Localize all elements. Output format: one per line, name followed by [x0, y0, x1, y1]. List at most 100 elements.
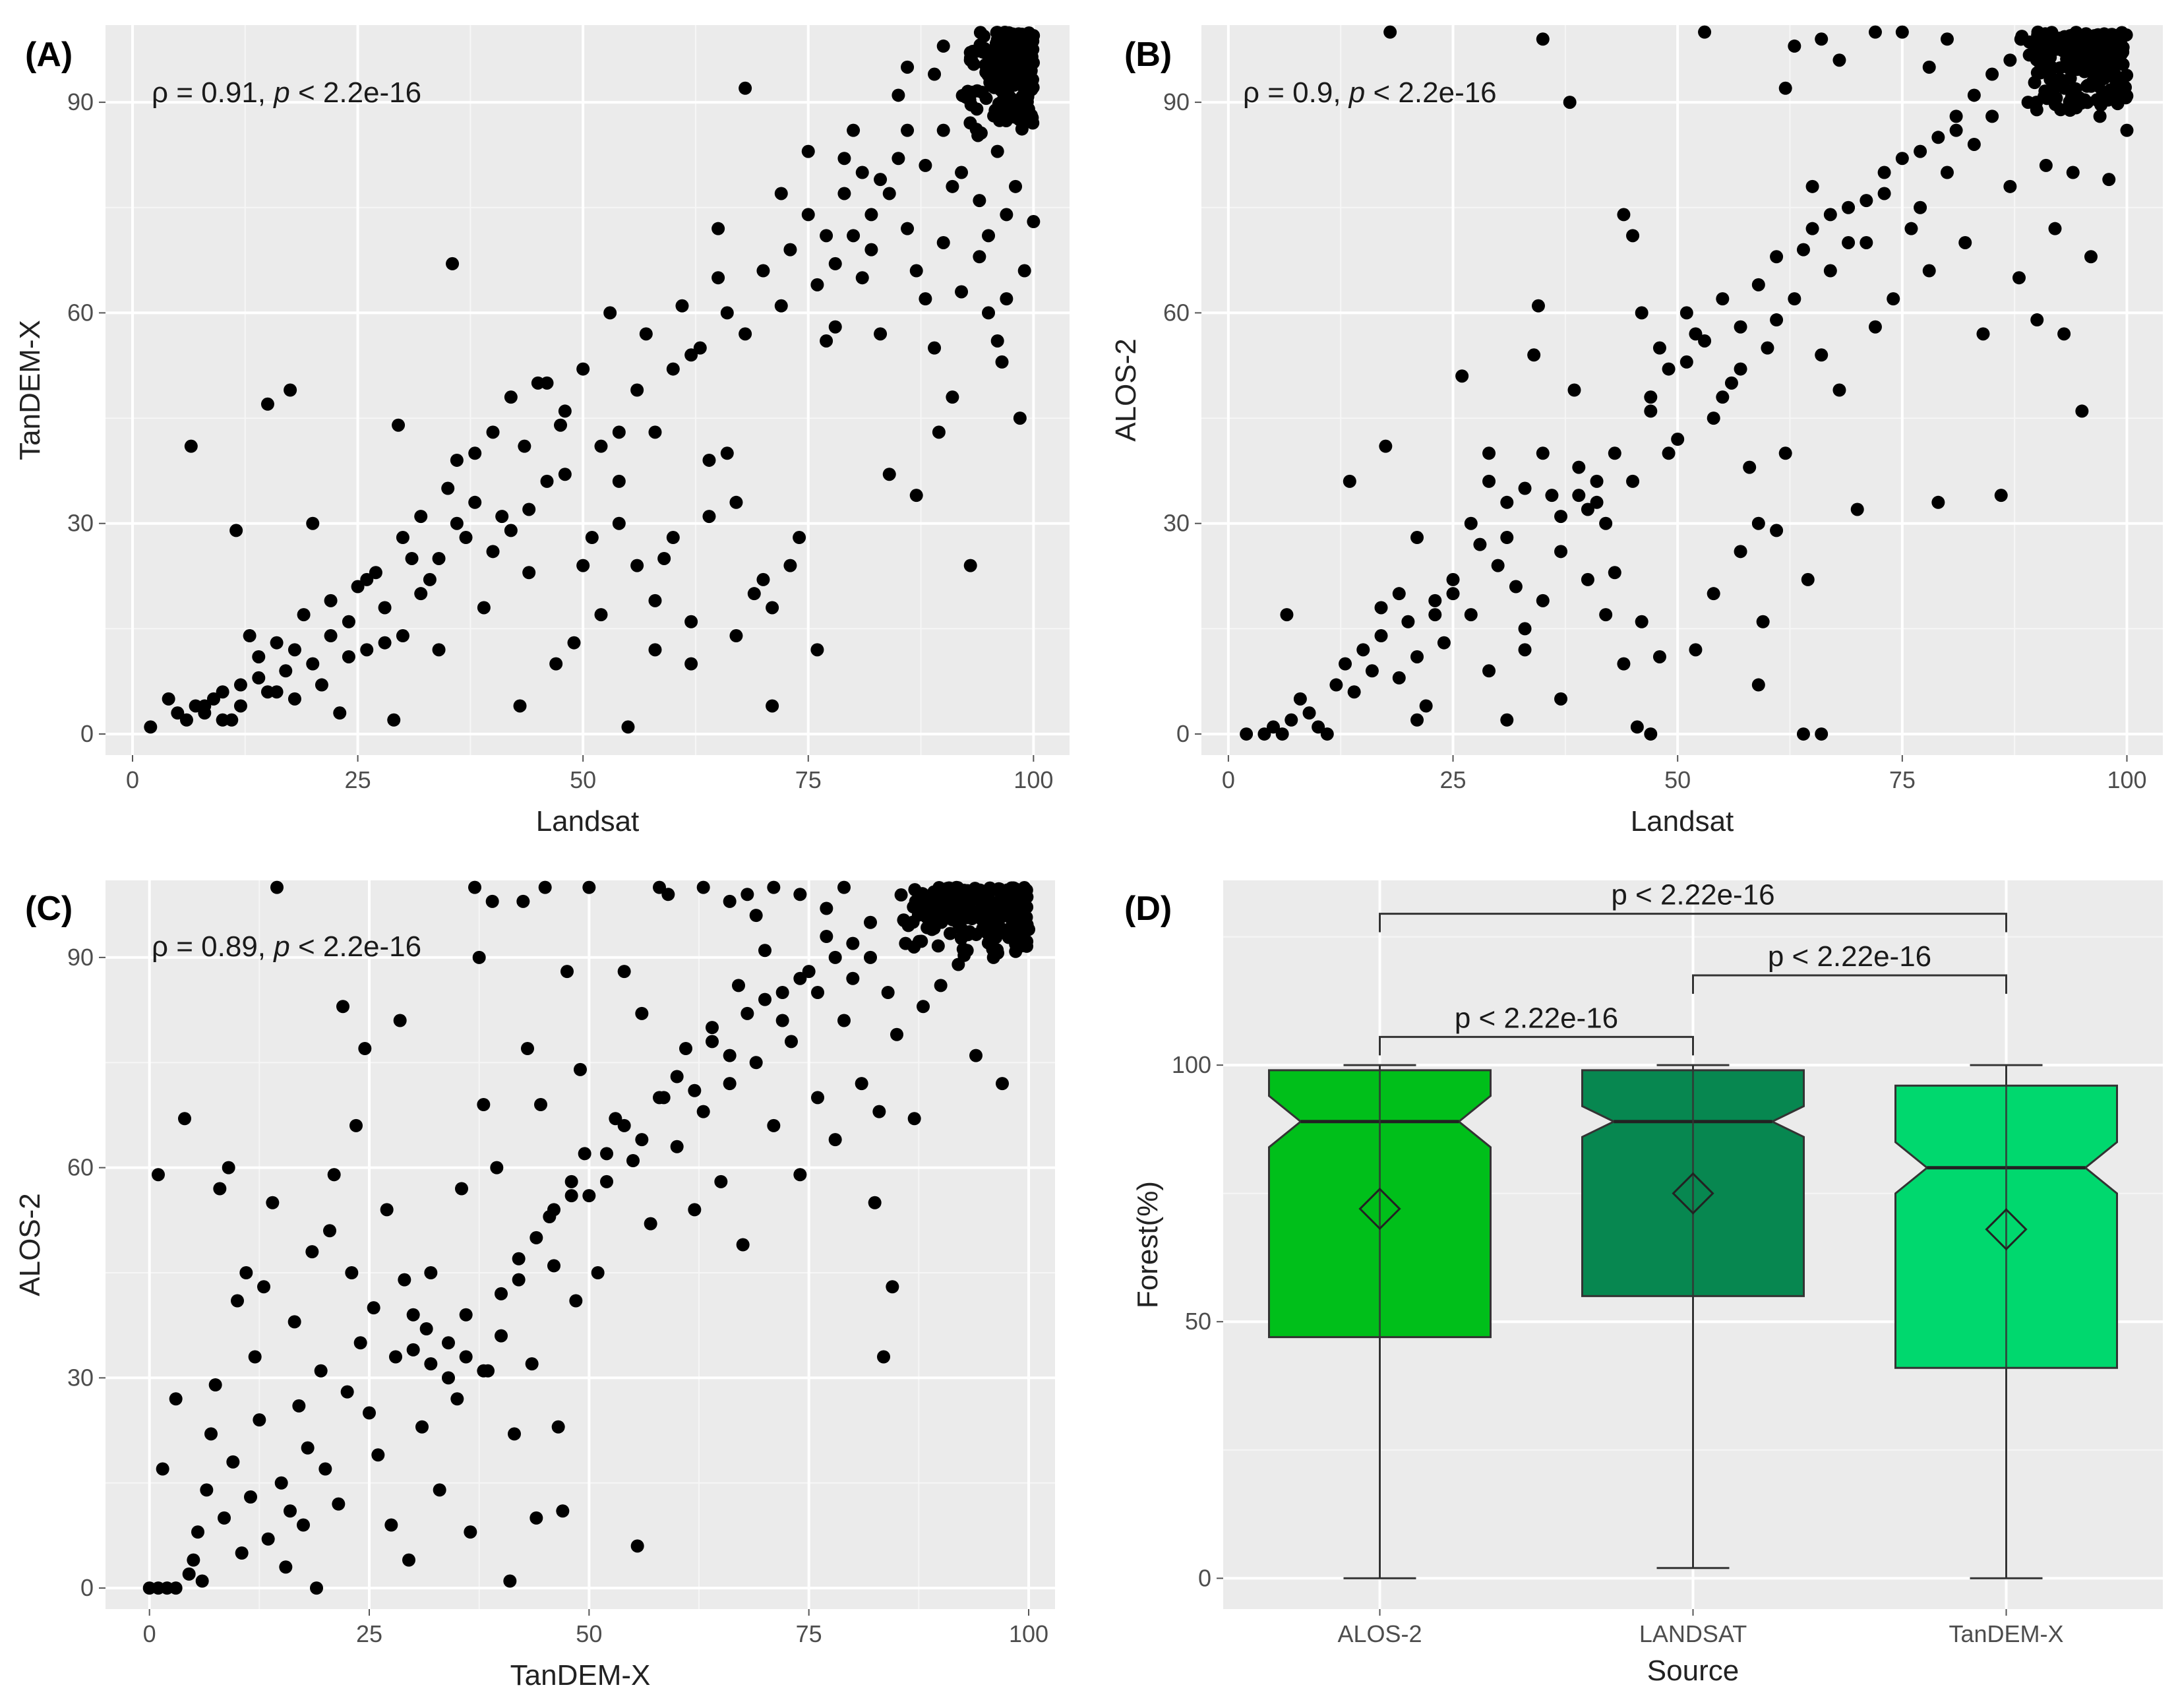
data-point	[702, 510, 716, 524]
data-point	[324, 629, 338, 643]
data-point	[774, 299, 788, 313]
data-point	[239, 1266, 253, 1279]
data-point	[936, 902, 950, 916]
data-point	[1410, 713, 1424, 727]
data-point	[315, 678, 328, 692]
data-point	[1006, 36, 1019, 50]
data-point	[956, 942, 970, 956]
data-point	[540, 474, 554, 488]
data-point	[287, 1315, 301, 1329]
data-point	[260, 397, 274, 411]
data-point	[648, 594, 662, 607]
data-point	[1985, 67, 1999, 81]
data-point	[1644, 727, 1658, 741]
data-point	[554, 418, 568, 432]
mean-marker	[1672, 1172, 1714, 1215]
data-point	[248, 1350, 262, 1364]
data-point	[1770, 524, 1784, 537]
data-point	[675, 299, 689, 313]
data-point	[1796, 727, 1810, 741]
data-point	[1679, 355, 1693, 369]
y-tick-label: 30	[67, 510, 94, 537]
data-point	[216, 713, 229, 727]
data-point	[630, 1539, 644, 1553]
data-point	[2055, 77, 2069, 91]
data-point	[603, 306, 617, 320]
data-point	[982, 921, 996, 934]
data-point	[1887, 292, 1900, 306]
data-point	[279, 664, 293, 678]
data-point	[1419, 699, 1433, 713]
data-point	[1778, 446, 1792, 460]
data-point	[837, 1014, 851, 1027]
data-point	[783, 559, 797, 572]
data-point	[495, 1329, 508, 1343]
data-point	[213, 1182, 227, 1196]
x-tick-label: 100	[1009, 1620, 1048, 1647]
data-point	[332, 1497, 346, 1511]
data-point	[990, 144, 1004, 158]
data-point	[1275, 727, 1289, 741]
data-point	[284, 1504, 297, 1518]
data-point	[538, 880, 552, 894]
data-point	[917, 1000, 930, 1014]
data-point	[1302, 706, 1316, 720]
data-point	[914, 892, 928, 906]
y-axis-title: ALOS-2	[14, 1193, 46, 1296]
data-point	[1016, 903, 1030, 917]
data-point	[1630, 720, 1644, 734]
data-point	[973, 26, 987, 40]
data-point	[218, 1511, 231, 1525]
data-point	[369, 566, 382, 580]
data-point	[1428, 608, 1442, 622]
data-point	[892, 88, 905, 102]
data-point	[946, 913, 959, 927]
data-point	[1751, 516, 1765, 530]
data-point	[2103, 64, 2117, 78]
data-point	[741, 888, 754, 901]
data-point	[468, 880, 481, 894]
data-point	[345, 1266, 359, 1279]
data-point	[1554, 692, 1568, 706]
data-point	[936, 123, 950, 137]
y-tick-label: 30	[67, 1364, 94, 1391]
data-point	[305, 1245, 319, 1259]
y-axis-title: Forest(%)	[1132, 1181, 1164, 1308]
data-point	[855, 166, 869, 179]
data-point	[820, 930, 833, 943]
data-point	[1365, 664, 1379, 678]
data-point	[960, 909, 974, 923]
data-point	[261, 1532, 275, 1546]
data-point	[684, 348, 698, 362]
data-point	[1724, 376, 1738, 390]
data-point	[503, 1574, 517, 1588]
data-point	[152, 1168, 165, 1182]
y-tick-label: 0	[1198, 1564, 1211, 1591]
data-point	[864, 950, 877, 964]
data-point	[1347, 685, 1361, 699]
data-point	[1662, 446, 1676, 460]
data-point	[2102, 173, 2116, 187]
data-point	[630, 383, 644, 397]
data-point	[396, 531, 409, 545]
data-point	[948, 902, 961, 916]
data-point	[353, 1336, 367, 1350]
data-point	[998, 25, 1012, 39]
data-point	[1339, 657, 1352, 671]
data-point	[1536, 32, 1550, 46]
data-point	[432, 643, 446, 657]
data-point	[1590, 474, 1604, 488]
data-point	[2067, 52, 2081, 66]
data-point	[783, 243, 797, 257]
data-point	[2012, 271, 2026, 285]
data-point	[415, 1420, 429, 1434]
data-point	[2053, 61, 2067, 75]
data-point	[872, 1105, 886, 1118]
data-point	[1805, 222, 1819, 235]
data-point	[594, 439, 608, 453]
data-point	[178, 1112, 191, 1126]
data-point	[233, 699, 247, 713]
data-point	[534, 1098, 547, 1111]
data-point	[1320, 727, 1334, 741]
data-point	[2090, 30, 2103, 44]
